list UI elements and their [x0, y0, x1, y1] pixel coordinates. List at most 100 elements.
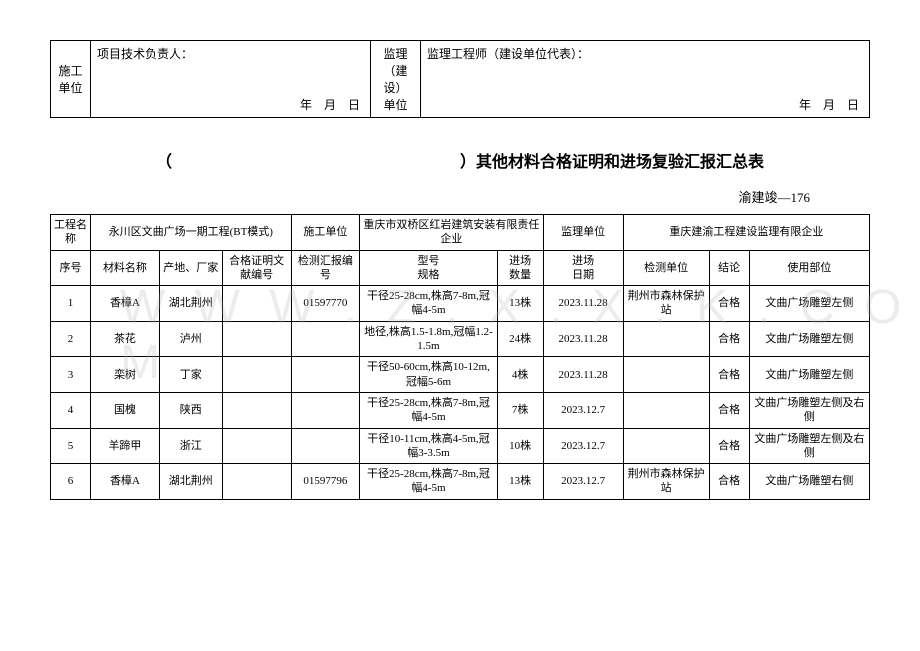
col-header: 序号 [51, 250, 91, 286]
table-cell: 香樟A [91, 464, 160, 500]
table-cell: 国槐 [91, 392, 160, 428]
table-cell: 合格 [709, 428, 749, 464]
table-cell: 干径25-28cm,株高7-8m,冠幅4-5m [360, 392, 497, 428]
table-cell: 茶花 [91, 321, 160, 357]
project-value: 永川区文曲广场一期工程(BT模式) [91, 215, 291, 251]
table-cell [623, 321, 709, 357]
table-cell: 干径25-28cm,株高7-8m,冠幅4-5m [360, 286, 497, 322]
table-cell: 干径50-60cm,株高10-12m,冠幅5-6m [360, 357, 497, 393]
table-row: 3栾树丁家 干径50-60cm,株高10-12m,冠幅5-6m4株2023.11.… [51, 357, 870, 393]
table-row: 1香樟A湖北荆州 01597770干径25-28cm,株高7-8m,冠幅4-5m1… [51, 286, 870, 322]
table-cell: 01597770 [291, 286, 360, 322]
table-cell [623, 392, 709, 428]
table-cell: 2 [51, 321, 91, 357]
page-title: （ ）其他材料合格证明和进场复验汇报汇总表 [50, 148, 870, 172]
table-cell [222, 428, 291, 464]
table-cell: 文曲广场雕塑右侧 [749, 464, 869, 500]
table-cell: 4 [51, 392, 91, 428]
supervisor-cell: 监理工程师（建设单位代表）： 年 月 日 [421, 41, 870, 118]
table-cell: 6 [51, 464, 91, 500]
table-cell: 合格 [709, 357, 749, 393]
table-row: 5羊蹄甲浙江干径10-11cm,株高4-5m,冠幅3-3.5m10株2023.1… [51, 428, 870, 464]
table-cell [222, 321, 291, 357]
col-header: 结论 [709, 250, 749, 286]
table-cell: 湖北荆州 [159, 464, 222, 500]
table-cell: 文曲广场雕塑左侧 [749, 357, 869, 393]
supervisor-date: 年 月 日 [799, 96, 859, 113]
table-cell: 湖北荆州 [159, 286, 222, 322]
table-cell [291, 392, 360, 428]
construction-unit-label: 施工 单位 [51, 41, 91, 118]
table-cell: 13株 [497, 286, 543, 322]
table-cell: 荆州市森林保护站 [623, 286, 709, 322]
tech-leader-label: 项目技术负责人： [97, 47, 193, 61]
supervisor-label: 监理工程师（建设单位代表）： [427, 47, 589, 61]
table-row: 4国槐陕西 干径25-28cm,株高7-8m,冠幅4-5m7株2023.12.7 合… [51, 392, 870, 428]
table-cell: 2023.12.7 [543, 428, 623, 464]
project-label: 工程名称 [51, 215, 91, 251]
table-row: 2茶花泸州 地径,株高1.5-1.8m,冠幅1.2-1.5m24株2023.11.… [51, 321, 870, 357]
table-cell: 2023.11.28 [543, 286, 623, 322]
col-header: 型号 规格 [360, 250, 497, 286]
table-cell: 合格 [709, 286, 749, 322]
table-cell [222, 464, 291, 500]
table-cell: 文曲广场雕塑左侧 [749, 286, 869, 322]
col-header: 产地、厂家 [159, 250, 222, 286]
table-cell: 合格 [709, 464, 749, 500]
supervisor-label: 监理单位 [543, 215, 623, 251]
table-cell: 合格 [709, 392, 749, 428]
table-cell: 陕西 [159, 392, 222, 428]
table-cell: 合格 [709, 321, 749, 357]
table-cell: 24株 [497, 321, 543, 357]
document-code: 渝建竣—176 [50, 187, 870, 206]
table-cell: 3 [51, 357, 91, 393]
materials-table: 工程名称 永川区文曲广场一期工程(BT模式) 施工单位 重庆市双桥区红岩建筑安装… [50, 214, 870, 500]
table-cell: 文曲广场雕塑左侧 [749, 321, 869, 357]
col-header: 检测单位 [623, 250, 709, 286]
col-header: 合格证明文献编号 [222, 250, 291, 286]
table-cell: 2023.12.7 [543, 464, 623, 500]
table-cell: 2023.11.28 [543, 321, 623, 357]
table-cell: 羊蹄甲 [91, 428, 160, 464]
table-cell: 01597796 [291, 464, 360, 500]
col-header: 进场 数量 [497, 250, 543, 286]
table-cell: 丁家 [159, 357, 222, 393]
title-text: ）其他材料合格证明和进场复验汇报汇总表 [460, 154, 764, 171]
supervisor-value: 重庆建渝工程建设监理有限企业 [623, 215, 869, 251]
table-cell: 文曲广场雕塑左侧及右侧 [749, 428, 869, 464]
table-cell: 2023.11.28 [543, 357, 623, 393]
table-cell: 4株 [497, 357, 543, 393]
col-header: 使用部位 [749, 250, 869, 286]
table-cell: 干径10-11cm,株高4-5m,冠幅3-3.5m [360, 428, 497, 464]
table-cell [291, 357, 360, 393]
table-cell [222, 357, 291, 393]
table-cell: 干径25-28cm,株高7-8m,冠幅4-5m [360, 464, 497, 500]
table-cell [291, 428, 360, 464]
table-cell: 浙江 [159, 428, 222, 464]
table-cell [222, 286, 291, 322]
table-cell: 泸州 [159, 321, 222, 357]
table-cell: 香樟A [91, 286, 160, 322]
table-cell: 2023.12.7 [543, 392, 623, 428]
col-header: 进场 日期 [543, 250, 623, 286]
title-paren-open: （ [156, 154, 172, 171]
table-cell: 文曲广场雕塑左侧及右侧 [749, 392, 869, 428]
table-cell: 7株 [497, 392, 543, 428]
supervision-unit-label: 监理 （建设） 单位 [371, 41, 421, 118]
constructor-value: 重庆市双桥区红岩建筑安装有限责任企业 [360, 215, 543, 251]
table-cell: 1 [51, 286, 91, 322]
tech-leader-date: 年 月 日 [300, 96, 360, 113]
table-row: 6香樟A湖北荆州 01597796干径25-28cm,株高7-8m,冠幅4-5m1… [51, 464, 870, 500]
table-cell: 栾树 [91, 357, 160, 393]
table-cell: 荆州市森林保护站 [623, 464, 709, 500]
signature-table: 施工 单位 项目技术负责人： 年 月 日 监理 （建设） 单位 监理工程师（建设… [50, 40, 870, 118]
table-cell [623, 428, 709, 464]
table-cell [291, 321, 360, 357]
table-cell: 13株 [497, 464, 543, 500]
constructor-label: 施工单位 [291, 215, 360, 251]
table-cell [623, 357, 709, 393]
col-header: 材料名称 [91, 250, 160, 286]
col-header: 检测汇报编号 [291, 250, 360, 286]
tech-leader-cell: 项目技术负责人： 年 月 日 [91, 41, 371, 118]
table-cell: 地径,株高1.5-1.8m,冠幅1.2-1.5m [360, 321, 497, 357]
